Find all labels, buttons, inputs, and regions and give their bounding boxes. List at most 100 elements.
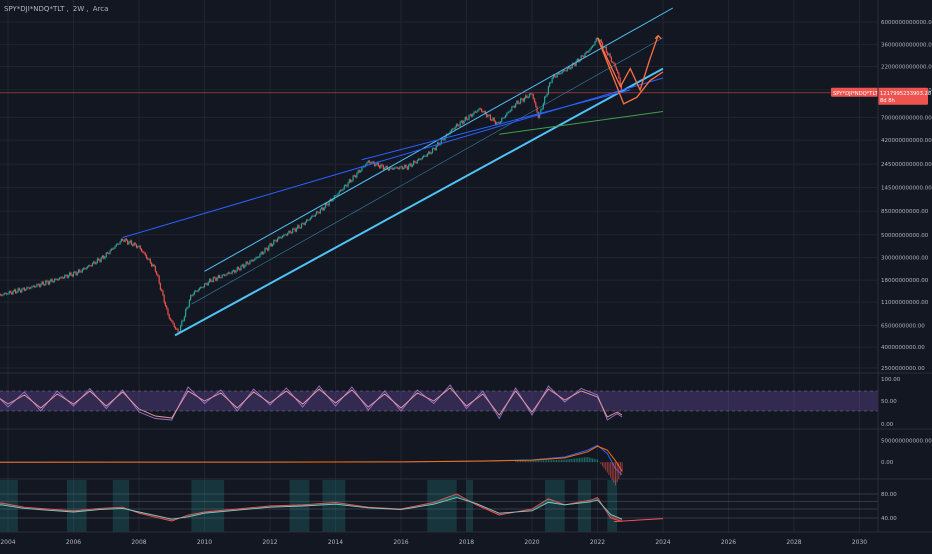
candle-body [432,148,433,153]
macd-histogram-bar [535,461,536,462]
candle-body [41,282,42,284]
symbol-label[interactable]: SPY*DJI*NDQ*TLT [4,5,64,13]
candle-body [12,291,13,294]
candle-body [60,277,61,278]
candle-body [182,321,183,322]
candle-body [154,265,155,266]
candle-body [583,56,584,57]
candle-body [413,161,414,165]
candle-body [460,122,461,126]
candle-body [28,287,29,288]
candle-body [467,119,468,120]
candle-body [209,279,210,282]
candle-body [166,306,167,309]
candle-body [191,295,192,296]
candle-body [65,275,66,276]
candle-body [393,169,394,170]
candle-body [518,101,519,104]
interval-label[interactable]: 2W [73,5,84,13]
candle-body [398,168,399,169]
rsi-axis-label: 50.00 [881,399,897,405]
candle-body [170,318,171,320]
price-axis-label: 18000000000.00 [881,278,929,284]
candle-body [98,259,99,260]
candle-body [177,329,178,332]
candle-body [44,285,45,286]
time-axis-label: 2018 [459,539,474,546]
candle-body [276,241,277,242]
macd-histogram-bar [517,461,518,462]
candle-body [94,262,95,264]
time-axis-label: 2022 [590,539,605,546]
candle-body [57,279,58,280]
candle-body [104,257,105,259]
candle-body [210,279,211,281]
candle-body [112,249,113,250]
candle-body [608,54,609,55]
candle-body [287,233,288,235]
candle-body [68,276,69,278]
candle-body [584,54,585,57]
candle-body [203,287,204,288]
candle-body [335,195,336,196]
candle-body [36,284,37,287]
price-axis-label: 50000000000.00 [881,233,929,239]
macd-histogram-bar [541,461,542,463]
macd-histogram-bar [569,459,570,462]
candle-body [311,216,312,218]
candle-body [408,165,409,169]
candle-body [552,78,553,82]
candle-body [283,235,284,236]
time-axis-label: 2012 [262,539,277,546]
candle-body [99,260,100,262]
candle-body [39,284,40,286]
candle-body [313,216,314,217]
candle-body [1,295,2,296]
candle-body [342,189,343,190]
candle-body [216,278,217,281]
candle-body [317,212,318,213]
price-axis-label: 245000000000.00 [881,162,932,168]
candle-body [463,121,464,124]
candle-body [601,40,602,43]
candle-body [416,162,417,163]
candle-body [301,224,302,228]
candle-body [46,281,47,282]
macd-histogram-bar [592,458,593,462]
candle-body [11,292,12,294]
candle-body [558,73,559,74]
candle-body [429,152,430,154]
price-axis-label: 85000000000.00 [881,209,929,215]
candle-body [50,279,51,281]
candle-body [293,229,294,230]
candle-body [274,240,275,241]
candle-body [526,96,527,98]
candle-body [455,127,456,129]
macd-histogram-bar [553,460,554,462]
candle-body [606,47,607,52]
candle-body [389,168,390,170]
macd-histogram-bar [610,462,611,478]
macd-histogram-bar [522,461,523,462]
candle-body [563,70,564,71]
candle-body [222,275,223,278]
macd-histogram-bar [574,458,575,462]
macd-histogram-bar [618,462,619,479]
candle-body [45,281,46,285]
candle-body [143,252,144,253]
rsi-axis-label: 0.00 [881,422,894,428]
candle-body [10,291,11,292]
candle-body [361,167,362,171]
candle-body [164,295,165,302]
candle-body [188,307,189,308]
rsi-axis-label: 100.00 [881,377,901,383]
macd-histogram-bar [543,460,544,462]
candle-body [120,242,121,245]
candle-body [281,238,282,239]
candle-body [290,231,291,233]
candle-body [96,263,97,264]
exchange-label: Arca [93,5,109,13]
candle-body [346,185,347,186]
